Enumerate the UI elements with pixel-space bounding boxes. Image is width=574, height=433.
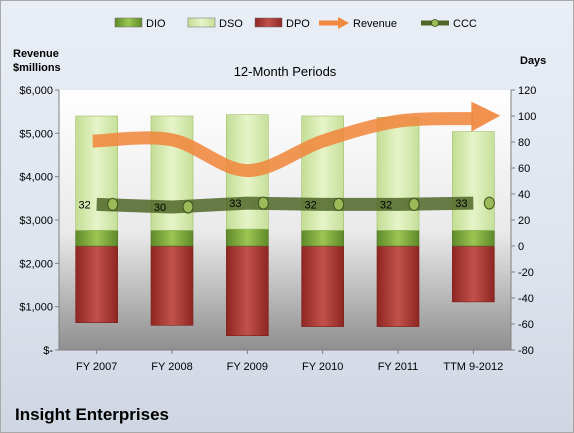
right-tick-label: 20 [518,215,530,227]
bar-dio [75,230,118,247]
legend-label: DPO [286,18,310,30]
left-tick-label: $2,000 [19,258,53,270]
legend-label: CCC [453,18,477,30]
company-name: Insight Enterprises [15,405,169,424]
x-tick-label: FY 2011 [378,361,419,373]
bar-dpo [376,245,420,327]
right-tick-label: 0 [518,241,524,253]
ccc-marker [408,197,420,211]
x-tick-label: FY 2009 [227,361,268,373]
bar-dso [75,115,118,231]
left-tick-label: $- [43,345,53,357]
left-tick-label: $4,000 [19,172,53,184]
ccc-data-label: 32 [79,199,91,211]
ccc-data-label: 32 [380,199,392,211]
legend-swatch-dpo [254,17,283,28]
left-axis-label: Revenue [13,48,59,60]
left-tick-label: $6,000 [19,85,53,97]
right-tick-label: -60 [518,319,534,331]
bar-dio [226,228,269,247]
ccc-marker [182,200,194,214]
x-tick-label: FY 2007 [76,361,117,373]
left-tick-label: $5,000 [19,128,53,140]
ccc-marker [483,196,495,210]
bar-dpo [226,245,269,336]
right-tick-label: -40 [518,293,534,305]
plot-area [59,90,511,350]
ccc-data-label: 33 [455,198,467,210]
bar-dpo [301,245,344,327]
bar-dio [452,230,495,247]
right-tick-label: -20 [518,267,534,279]
left-tick-label: $1,000 [19,302,53,314]
revenue-arrowhead [471,101,501,132]
right-tick-label: -80 [518,345,534,357]
revenue-line [92,112,474,178]
right-axis-label: Days [520,55,546,67]
ccc-marker [257,196,269,210]
left-axis-label: $millions [13,62,61,74]
ccc-data-label: 30 [154,202,166,214]
bar-dio [150,230,194,247]
ccc-marker [107,197,119,211]
x-tick-label: FY 2010 [302,361,343,373]
right-tick-label: 120 [518,85,536,97]
right-tick-label: 80 [518,137,530,149]
bar-dio [376,230,420,247]
chart-title: 12-Month Periods [234,64,337,79]
right-tick-label: 100 [518,111,536,123]
ccc-data-label: 32 [305,199,317,211]
legend-swatch-dio [114,17,143,28]
bar-dso [376,117,420,231]
bar-dpo [452,245,495,303]
x-tick-label: TTM 9-2012 [443,361,503,373]
x-tick-label: FY 2008 [151,361,192,373]
legend-swatch-revenue-arrow [338,17,349,29]
legend-swatch-ccc-marker [431,19,439,27]
bar-dio [301,230,344,247]
bar-dso [452,131,495,231]
bar-dpo [150,245,194,326]
right-tick-label: 60 [518,163,530,175]
ccc-marker [333,197,345,211]
right-tick-label: 40 [518,189,530,201]
ccc-data-label: 33 [229,198,241,210]
legend-label: DIO [146,18,166,30]
bar-dpo [75,245,118,323]
legend-label: DSO [219,18,243,30]
legend-label: Revenue [353,18,397,30]
legend-swatch-dso [187,17,216,28]
left-tick-label: $3,000 [19,215,53,227]
